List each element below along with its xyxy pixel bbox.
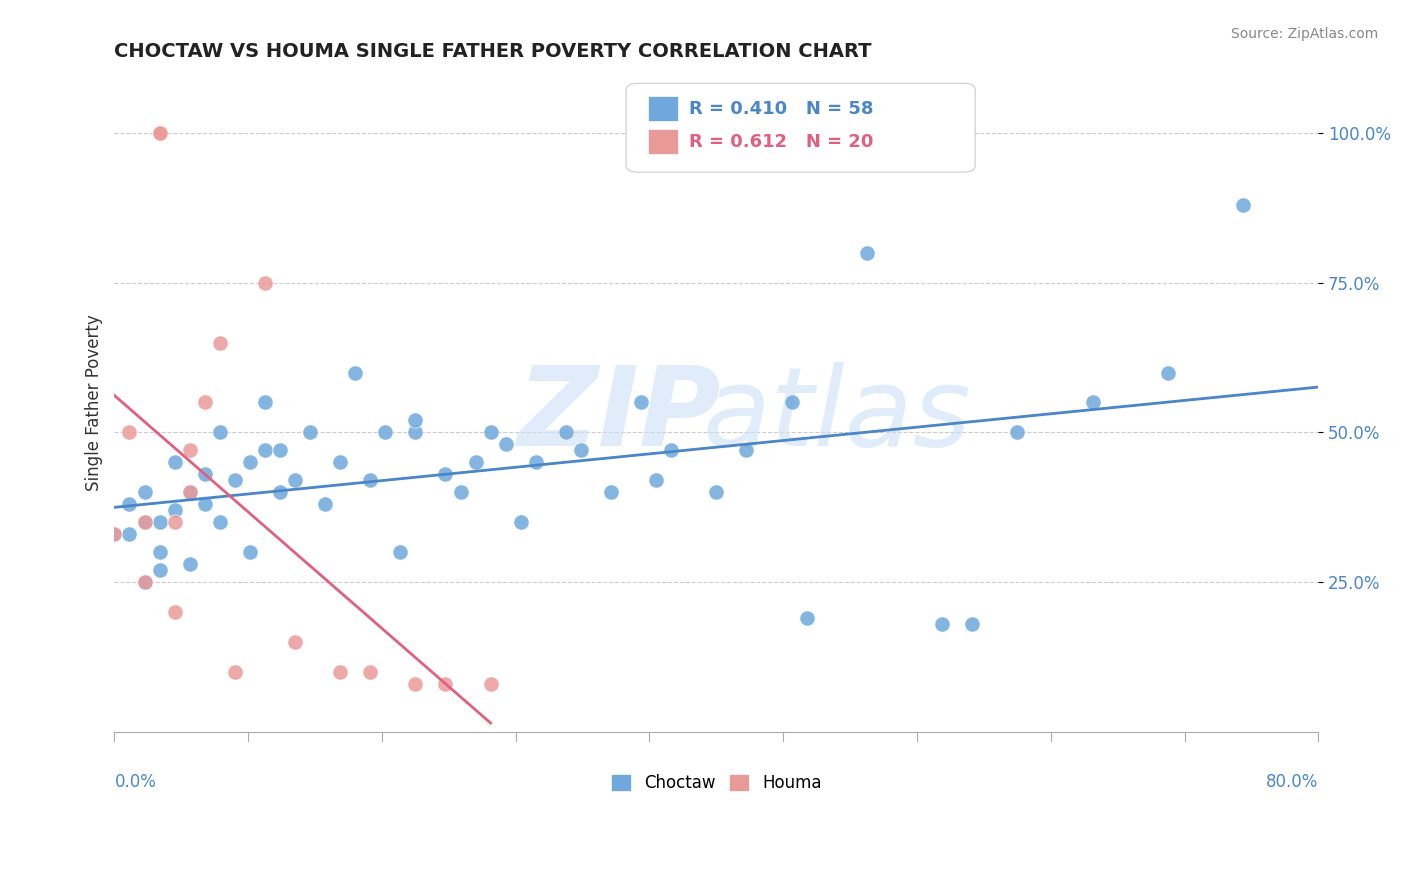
Point [134,574,156,589]
Point [479,425,502,440]
Point [630,395,652,409]
Point [163,503,186,517]
Point [103,527,125,541]
Point [194,467,217,482]
Text: 80.0%: 80.0% [1265,773,1319,791]
Point [179,485,201,500]
Point [134,485,156,500]
Point [404,676,426,690]
Point [163,455,186,469]
Point [284,635,307,649]
FancyBboxPatch shape [626,83,976,172]
Text: 0.0%: 0.0% [114,773,156,791]
Point [1232,198,1254,212]
Point [1007,425,1029,440]
Point [163,515,186,529]
Point [134,574,156,589]
Point [103,527,125,541]
FancyBboxPatch shape [648,96,678,121]
Point [931,616,953,631]
Point [269,485,291,500]
Point [134,515,156,529]
Point [179,443,201,458]
Point [600,485,623,500]
Point [148,563,170,577]
Point [194,395,217,409]
Point [780,395,803,409]
Legend: Choctaw, Houma: Choctaw, Houma [600,764,832,802]
Point [434,676,457,690]
Point [163,605,186,619]
Point [179,557,201,571]
Point [118,425,141,440]
Point [208,515,231,529]
Point [359,665,381,679]
Point [299,425,322,440]
Text: R = 0.410   N = 58: R = 0.410 N = 58 [689,100,873,118]
Point [1081,395,1104,409]
Point [329,455,352,469]
Point [960,616,983,631]
Point [134,515,156,529]
Point [524,455,547,469]
Point [796,611,818,625]
Point [314,497,336,511]
Point [253,395,276,409]
Point [404,413,426,427]
Point [179,485,201,500]
Point [148,126,170,140]
Point [450,485,472,500]
Point [856,246,879,260]
Point [208,425,231,440]
Point [269,443,291,458]
Point [1157,366,1180,380]
Point [239,455,262,469]
Point [148,545,170,559]
Point [344,366,367,380]
Text: R = 0.612   N = 20: R = 0.612 N = 20 [689,133,873,151]
Point [554,425,576,440]
Y-axis label: Single Father Poverty: Single Father Poverty [86,314,103,491]
Point [359,473,381,487]
Point [464,455,486,469]
Point [329,665,352,679]
Point [118,497,141,511]
Point [224,473,246,487]
Point [735,443,758,458]
Point [239,545,262,559]
Text: atlas: atlas [703,362,972,469]
Point [645,473,668,487]
FancyBboxPatch shape [648,129,678,154]
Point [704,485,727,500]
Text: ZIP: ZIP [519,362,721,469]
Point [284,473,307,487]
Text: CHOCTAW VS HOUMA SINGLE FATHER POVERTY CORRELATION CHART: CHOCTAW VS HOUMA SINGLE FATHER POVERTY C… [114,42,872,61]
Point [224,665,246,679]
Point [495,437,517,451]
Point [479,676,502,690]
Point [208,335,231,350]
Point [253,443,276,458]
Point [118,527,141,541]
Point [148,515,170,529]
Point [194,497,217,511]
Point [389,545,412,559]
Text: Source: ZipAtlas.com: Source: ZipAtlas.com [1230,27,1378,41]
Point [374,425,396,440]
Point [148,126,170,140]
Point [509,515,531,529]
Point [659,443,682,458]
Point [253,276,276,290]
Point [404,425,426,440]
Point [569,443,592,458]
Point [434,467,457,482]
